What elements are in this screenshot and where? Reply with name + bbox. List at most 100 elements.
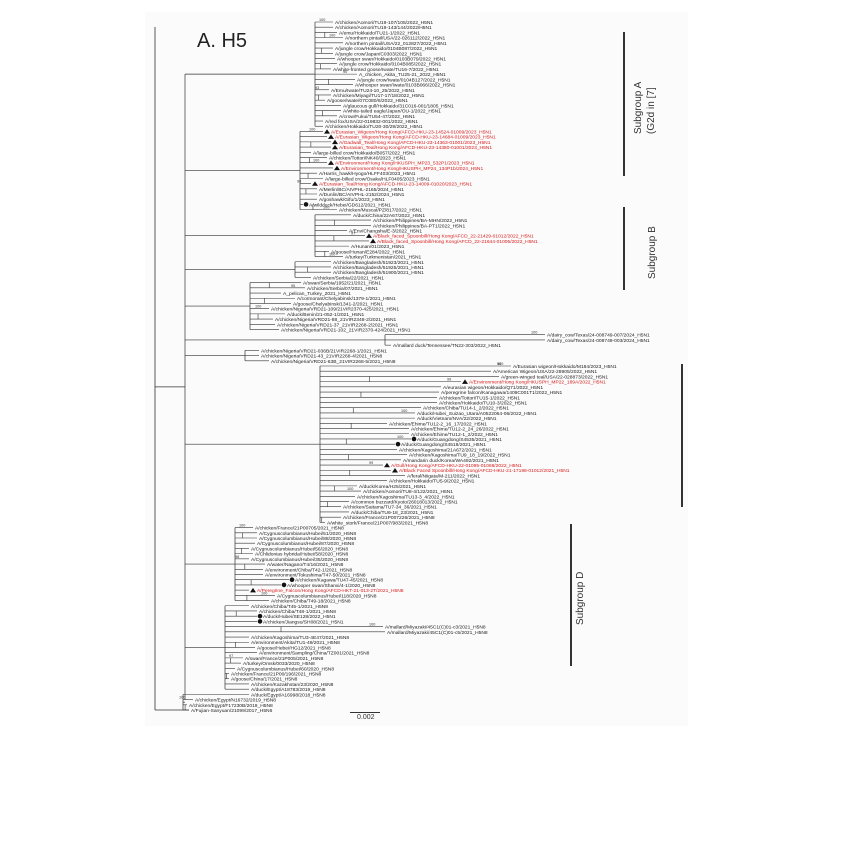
- leaf-label: A/chicken/Kagoshima/TU9_18_19/2022_H5N1: [409, 453, 511, 459]
- triangle-marker-icon: [462, 379, 468, 384]
- leaf-label: A/Environment/Hong Kong/HKUSPH_MP24_134P…: [341, 166, 483, 172]
- leaf-label: A/Black_faced_Spoonbill/Hong Kong/AFCD_2…: [373, 234, 534, 240]
- leaf-label: A/Cygnuscolumbianus/Hubei/60/2020_H5N8: [237, 666, 334, 672]
- leaf-label: A/emu/Hokkaido/TU21-1/2022_H5N1: [339, 30, 420, 36]
- leaf-label: A/duck/Benin/21-052-1/2021_H5N1: [287, 312, 364, 318]
- leaf-label: A/environment/Tokushima/T47-50/2021_H5N8: [265, 572, 366, 578]
- leaf-label: A/chicken/Bangladesh/51925/2021_H5N1: [333, 265, 424, 271]
- subgroup-bar: [623, 207, 625, 290]
- leaf-label: A/Cygnuscolumbianus/Hubei/88/2020_H5N8: [259, 536, 356, 542]
- leaf-label: A/goose/Hunan/E284/2022_H5N1: [331, 249, 405, 255]
- dot-marker-icon: [281, 582, 287, 588]
- leaf-label: A/Black_faced_Spoonbill/Hong Kong/AFCD_2…: [377, 239, 538, 245]
- leaf-label: A/northern pintail/USA/22_012827/2022_H5…: [345, 41, 447, 47]
- leaf-label: A/chicken/Tottori/NK40/2023_H5N1: [329, 156, 406, 162]
- leaf-label: A/chicken/Chiba/T45-1/2021_H5N8: [251, 604, 328, 610]
- leaf-label: A/Fujian-Sanyuan/21099/2017_H5N6: [191, 708, 273, 714]
- leaf-label: A/duck/Vietnam/NVA/22/2022_H5N1: [417, 416, 497, 422]
- leaf-label: A/chicken/Nigeria/VRD21-88_21VIR2348-2/2…: [275, 317, 397, 323]
- bootstrap-label: 98: [297, 180, 301, 184]
- triangle-marker-icon: [312, 181, 318, 186]
- leaf-label: A/chicken/Hokkaido/TU20-30/29/2022_H5N1: [325, 124, 423, 130]
- leaf-label: A/chicken/Kazakhstan/23/2020_H5N8: [251, 682, 334, 688]
- subgroup-label: Subgroup B: [647, 225, 658, 279]
- triangle-marker-icon: [332, 144, 338, 150]
- leaf-label: A/Eurasian_Teal/Hong Kong/AFCD-HKU-23-14…: [319, 182, 472, 188]
- leaf-label: A/goose/Hebei/HG12/2021_H5N8: [257, 645, 331, 651]
- leaf-label: A/chicken/Bangladesh/51923/2021_H5N1: [333, 260, 424, 266]
- triangle-marker-icon: [250, 587, 256, 593]
- bootstrap-label: 100: [323, 206, 329, 210]
- leaf-label: A/chicken/Egypt/N16732/2019_H5N8: [195, 698, 276, 704]
- leaf-label: A/red fox/USA/22-019832-001/2022_H5N1: [325, 119, 418, 125]
- leaf-label: A/jungle crow/Japan/C0303/2022_H5N1: [335, 51, 423, 57]
- dot-marker-icon: [411, 436, 417, 442]
- panel-title: A. H5: [197, 30, 248, 52]
- leaf-label: A/whooper swan/Shanxi/4-1/2020_H5N8: [287, 583, 376, 589]
- bootstrap-label: 100: [369, 623, 375, 627]
- leaf-label: A/chicken/Philippines/BA-MHN/2022_H5N1: [373, 218, 468, 224]
- triangle-marker-icon: [384, 462, 390, 468]
- leaf-label: A/chicken/Hokkaido/TU10-3/2022_H5N1: [439, 400, 527, 406]
- bootstrap-label: 100: [255, 305, 261, 309]
- leaf-label: A/eurasian wigeon/Hokkaido/Q71/2022_H5N1: [443, 385, 543, 391]
- leaf-label: A/Merlin/BC/AIVPHL-2165/2024_H5N1: [319, 187, 404, 193]
- subgroup-label: Subgroup A: [633, 81, 644, 134]
- bootstrap-label: 100: [531, 331, 537, 335]
- leaf-label: A/chicken/Saitama/TU7-34_36/2021_H5N1: [343, 505, 437, 511]
- leaf-label: A/chicken/Tottori/TU15-1/2022_H5N1: [439, 395, 520, 401]
- leaf-label: A/dairy_cow/Texas/24-008749-003/2024_H5N…: [547, 338, 650, 344]
- leaf-label: A/chicken/Nigeria/VRD21-036B/21VIR2268-1…: [261, 348, 387, 354]
- leaf-label: A/Cygnuscolumbianus/Hubei/35/2020_H5N8: [251, 557, 348, 563]
- leaf-label: A/Cygnuscolumbianus/Hubei/56/2020_H5N8: [251, 546, 348, 552]
- leaf-label: A/mallard/Miyazaki/45C1(C)01-c5/2021_H5N…: [387, 630, 488, 636]
- leaf-label: A/chicken/Kagoshima/TU13-3_4/2022_H5N1: [357, 494, 455, 500]
- leaf-label: A/swan/France/21P005/2021_H5N8: [245, 656, 324, 662]
- leaf-label: A/peregrine falcon/Kanagawa/1409C001T1/2…: [441, 390, 563, 396]
- leaf-label: A/white-tailed eagle/Japan/OU-1/2022_H5N…: [343, 109, 441, 115]
- bootstrap-label: 97: [229, 654, 233, 658]
- leaf-label: A/chicken/Aomori/TU19-143/144/2022/H5N1: [335, 25, 432, 31]
- bootstrap-label: 100: [401, 409, 407, 413]
- leaf-label: A/Cygnuscolumbianus/Hubei/118/2020_H5N8: [277, 593, 377, 599]
- leaf-label: A/glaucous gull/Hokkaido/31C016-001/1805…: [343, 103, 454, 109]
- leaf-label: A/green-winged teal/USA/22-028873/2022_H…: [501, 374, 608, 380]
- subgroup-bar: [681, 364, 683, 507]
- triangle-marker-icon: [328, 134, 334, 139]
- leaf-label: A/Eurasian_Wigeon/Hong Kong/AFCD-HKU-23-…: [331, 129, 492, 135]
- bootstrap-label: 100: [329, 34, 335, 38]
- leaf-label: A/chicken/Hokkaido/TU5-9/2022_H5N1: [389, 479, 475, 485]
- leaf-label: A/goose/China/17/2021_H5N8: [231, 677, 298, 683]
- triangle-marker-icon: [366, 233, 372, 238]
- leaf-label: A/duck/Guangdong/S4518/2021_H5N1: [401, 442, 486, 448]
- leaf-label: A/water/Nagano/T4/16/2021_H5N8: [267, 562, 344, 568]
- triangle-marker-icon: [392, 468, 398, 473]
- bootstrap-label: 95: [291, 284, 295, 288]
- leaf-label: A_pelican_Turkey_2021_H5N1: [283, 291, 351, 297]
- bootstrap-label: 90: [343, 70, 347, 74]
- scale-bar-label: 0.002: [357, 714, 375, 721]
- leaf-label: A/Gull/Hong Kong/AFCD-HKU-22-01095-01068…: [391, 463, 522, 469]
- leaf-label: A/duck/Hubei/SE128/2022_H5N1: [263, 614, 336, 620]
- bootstrap-label: 100: [497, 362, 503, 366]
- leaf-label: A/goose/Iwate/07C080/6/2022_H5N1: [327, 98, 408, 104]
- leaf-label: A/duck/Chiba/TU6-18_23/2021_H5N1: [351, 510, 434, 516]
- leaf-label: A/chicken/Chiba/T49-18/2021_H5N8: [271, 599, 351, 605]
- tree-svg: A/chicken/Aomori/TU19-107/105/2022_H5N1A…: [154, 18, 650, 714]
- phylogenetic-tree-figure: A. H5 A/chicken/Aomori/TU19-107/105/2022…: [145, 12, 688, 726]
- bootstrap-label: 98: [497, 362, 501, 366]
- bootstrap-label: 98: [235, 555, 239, 559]
- leaf-label: A/northern pintail/USA/22-026112/2022_H5…: [345, 36, 446, 42]
- leaf-label: A/Black Faced Spoonbill/Hong Kong/AFCD-H…: [399, 468, 570, 474]
- leaf-label: A_chicken_Akita_TU25-21_2022_H5N1: [359, 72, 446, 78]
- dot-marker-icon: [289, 577, 295, 582]
- leaf-label: A/chicken/France/21P00/196/2021_H5N8: [231, 672, 322, 678]
- leaf-label: A/Emu/Iwate/TU24-10_25/2022_H5N1: [331, 88, 415, 94]
- leaf-label: A/turkey/Omsk/0033/2020_H5N8: [243, 661, 315, 667]
- leaf-label: A/duck/Korea/H25/2021_H5N1: [359, 484, 426, 490]
- leaf-label: A/common buzzard/Kyoto/26018013/2022_H5N…: [351, 500, 458, 506]
- leaf-label: A/swan/Serbia/1952/21/2021_H5N1: [303, 281, 381, 287]
- triangle-marker-icon: [324, 129, 330, 134]
- triangle-marker-icon: [334, 165, 340, 171]
- leaf-label: A/chicken/Ehime/TU12-1_2/2022_H5N1: [411, 432, 498, 438]
